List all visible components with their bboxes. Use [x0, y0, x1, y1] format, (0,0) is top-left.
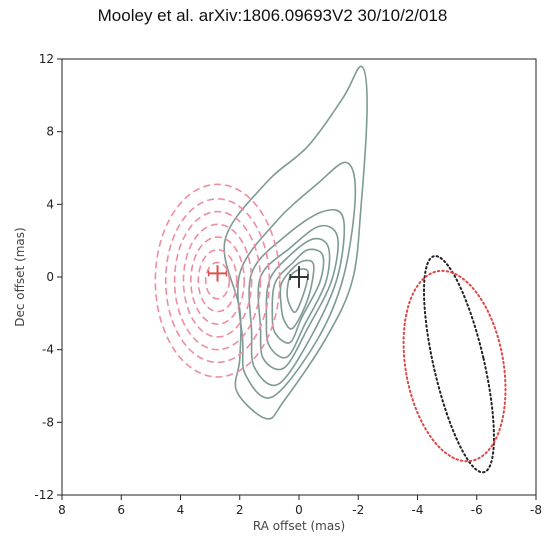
contour-solid-level-2 [237, 161, 357, 399]
x-axis-label: RA offset (mas) [253, 519, 345, 533]
y-tick-label: -12 [34, 488, 54, 502]
y-tick-label: 12 [39, 52, 54, 66]
x-axis-ticks: 8 6 4 2 0 -2 -4 -6 -8 [58, 495, 542, 517]
contour-dotted-2-ring-1 [422, 255, 495, 474]
figure-header: Mooley et al. arXiv:1806.09693V2 30/10/2… [97, 6, 448, 25]
contour-layer [154, 65, 507, 474]
y-axis-label: Dec offset (mas) [13, 227, 27, 326]
x-tick-label: -8 [530, 503, 542, 517]
contour-dashed-1-ring-6 [197, 248, 238, 313]
contour-dashed-1-ring-5 [190, 236, 245, 326]
x-tick-label: 0 [295, 503, 303, 517]
contour-solid-level-5 [265, 237, 331, 359]
y-tick-label: 8 [46, 125, 54, 139]
contour-solid-level-3 [248, 208, 346, 387]
contour-dashed-1-ring-2 [164, 198, 271, 364]
contour-solid-level-7 [279, 259, 315, 330]
contour-dashed-1-ring-1 [154, 183, 281, 378]
contour-dashed-1-ring-7 [204, 261, 231, 300]
contour-solid-level-8 [286, 268, 309, 314]
x-tick-label: 8 [58, 503, 66, 517]
y-tick-label: -8 [42, 415, 54, 429]
y-tick-label: 0 [46, 270, 54, 284]
y-tick-label: -4 [42, 343, 54, 357]
x-tick-label: 6 [117, 503, 125, 517]
x-tick-label: 2 [236, 503, 244, 517]
x-tick-label: -2 [352, 503, 364, 517]
marker-layer [207, 265, 309, 288]
x-tick-label: -6 [471, 503, 483, 517]
contour-solid-level-4 [257, 224, 339, 371]
position-marker-1 [207, 265, 228, 282]
contour-dotted-3-ring-1 [402, 269, 507, 463]
x-tick-label: -4 [412, 503, 424, 517]
contour-solid-level-1 [223, 65, 368, 420]
y-tick-label: 4 [46, 197, 54, 211]
contour-dashed-1-ring-3 [173, 210, 262, 351]
x-tick-label: 4 [177, 503, 185, 517]
contour-dashed-1-ring-4 [182, 223, 253, 338]
y-axis-ticks: 12 8 4 0 -4 -8 -12 [34, 52, 62, 502]
position-marker-2 [289, 266, 309, 288]
